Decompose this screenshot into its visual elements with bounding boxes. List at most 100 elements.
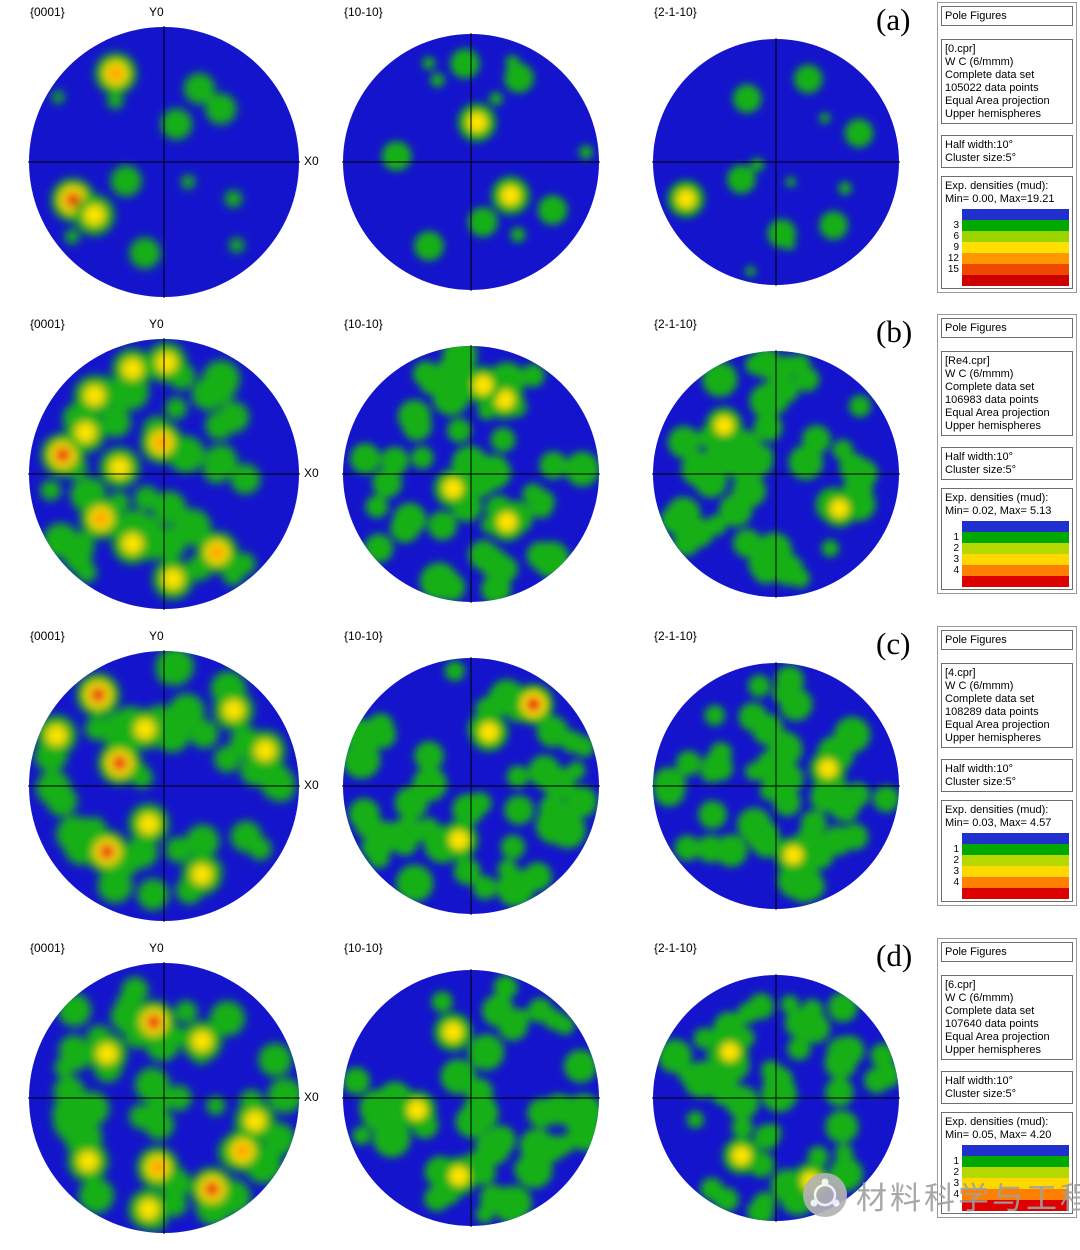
axis-label-y0: Y0 — [149, 941, 164, 955]
info-panel: Pole Figures [6.cpr] W C (6/mmm) Complete d… — [937, 938, 1077, 1218]
pole-figure-title: {2-1-10} — [654, 941, 697, 955]
pole-figure-title: {10-10} — [344, 317, 383, 331]
pole-figure — [342, 969, 600, 1227]
color-scale-row: 1 — [945, 844, 1069, 855]
color-scale-row — [945, 209, 1069, 220]
info-file: [6.cpr] — [945, 979, 976, 991]
pole-figure-title: {2-1-10} — [654, 317, 697, 331]
axis-label-x0: X0 — [304, 154, 319, 168]
info-phase: W C (6/mmm) — [945, 992, 1014, 1004]
pole-figure — [28, 962, 300, 1234]
info-dataset: Complete data set — [945, 693, 1035, 705]
densities-label: Exp. densities (mud): — [945, 804, 1049, 816]
pole-figure-title: {10-10} — [344, 941, 383, 955]
panel-title: Pole Figures — [945, 634, 1007, 646]
subfigure-label: (c) — [876, 626, 911, 661]
scale-tick-label: 4 — [953, 565, 959, 576]
scale-tick-label: 15 — [947, 264, 959, 275]
scale-color-band — [962, 532, 1069, 543]
dataset-info-box: [6.cpr] W C (6/mmm) Complete data set 10764… — [941, 975, 1073, 1060]
pole-figure-plot — [342, 345, 600, 603]
pole-figure — [28, 650, 300, 922]
panel-title-box: Pole Figures — [941, 942, 1073, 962]
info-panel: Pole Figures [4.cpr] W C (6/mmm) Complete d… — [937, 626, 1077, 906]
scale-color-band — [962, 231, 1069, 242]
watermark: 材料科学与工程 — [802, 1172, 1080, 1218]
color-scale-row: 3 — [945, 1178, 1069, 1189]
densities-label: Exp. densities (mud): — [945, 1116, 1049, 1128]
color-scale-row: 4 — [945, 565, 1069, 576]
pole-figure-title: {2-1-10} — [654, 629, 697, 643]
subfigure-label: (b) — [876, 314, 913, 349]
info-dataset: Complete data set — [945, 381, 1035, 393]
pole-figure — [652, 38, 900, 286]
info-panel: Pole Figures [0.cpr] W C (6/mmm) Complete d… — [937, 2, 1077, 293]
scale-color-band — [962, 242, 1069, 253]
watermark-text: 材料科学与工程 — [856, 1180, 1080, 1216]
color-scale-row: 3 — [945, 866, 1069, 877]
pole-figure-plot — [28, 26, 300, 298]
info-phase: W C (6/mmm) — [945, 680, 1014, 692]
scale-color-band — [962, 1167, 1069, 1178]
info-projection: Equal Area projection — [945, 407, 1050, 419]
pole-figure-plot — [342, 33, 600, 291]
color-scale-row — [945, 576, 1069, 587]
color-scale-row: 2 — [945, 855, 1069, 866]
pole-figure-plot — [652, 662, 900, 910]
densities-minmax: Min= 0.05, Max= 4.20 — [945, 1129, 1052, 1141]
panel-title-box: Pole Figures — [941, 318, 1073, 338]
pole-figure — [28, 26, 300, 298]
info-points: 108289 data points — [945, 706, 1039, 718]
axis-label-x0: X0 — [304, 466, 319, 480]
params-box: Half width:10° Cluster size:5° — [941, 447, 1073, 480]
densities-label: Exp. densities (mud): — [945, 180, 1049, 192]
color-scale-row: 3 — [945, 220, 1069, 231]
densities-box: Exp. densities (mud): Min= 0.02, Max= 5.1… — [941, 488, 1073, 590]
figure-row: {0001} {10-10} {2-1-10} Y0 X0 (b) Pole Figures… — [0, 312, 1080, 624]
info-file: [4.cpr] — [945, 667, 976, 679]
info-phase: W C (6/mmm) — [945, 56, 1014, 68]
scale-tick-label: 3 — [953, 866, 959, 877]
densities-label: Exp. densities (mud): — [945, 492, 1049, 504]
densities-minmax: Min= 0.03, Max= 4.57 — [945, 817, 1052, 829]
pole-figure — [342, 345, 600, 603]
pole-figure-title: {10-10} — [344, 5, 383, 19]
scale-color-band — [962, 1189, 1069, 1200]
info-panel: Pole Figures [Re4.cpr] W C (6/mmm) Complete… — [937, 314, 1077, 594]
axis-label-x0: X0 — [304, 778, 319, 792]
color-scale-row — [945, 1200, 1069, 1211]
scale-color-band — [962, 833, 1069, 844]
scale-color-band — [962, 888, 1069, 899]
scale-tick-label: 12 — [947, 253, 959, 264]
info-hemisphere: Upper hemispheres — [945, 420, 1041, 432]
scale-tick-label: 1 — [953, 1156, 959, 1167]
info-hemisphere: Upper hemispheres — [945, 108, 1041, 120]
pole-figure-title: {0001} — [30, 941, 65, 955]
info-hemisphere: Upper hemispheres — [945, 732, 1041, 744]
densities-box: Exp. densities (mud): Min= 0.03, Max= 4.5… — [941, 800, 1073, 902]
pole-figure-title: {0001} — [30, 317, 65, 331]
param-cluster-size: Cluster size:5° — [945, 1088, 1017, 1100]
color-scale-row: 12 — [945, 253, 1069, 264]
scale-tick-label: 6 — [953, 231, 959, 242]
info-projection: Equal Area projection — [945, 95, 1050, 107]
pole-figure-plot — [28, 338, 300, 610]
densities-minmax: Min= 0.00, Max=19.21 — [945, 193, 1055, 205]
pole-figure — [342, 657, 600, 915]
densities-box: Exp. densities (mud): Min= 0.00, Max=19.2… — [941, 176, 1073, 289]
scale-color-band — [962, 866, 1069, 877]
panel-title-box: Pole Figures — [941, 6, 1073, 26]
scale-color-band — [962, 565, 1069, 576]
param-half-width: Half width:10° — [945, 139, 1013, 151]
pole-figure-plot — [342, 657, 600, 915]
panel-title: Pole Figures — [945, 946, 1007, 958]
subfigure-label: (d) — [876, 938, 913, 973]
axis-label-y0: Y0 — [149, 317, 164, 331]
param-half-width: Half width:10° — [945, 1075, 1013, 1087]
pole-figure — [652, 662, 900, 910]
color-scale-row — [945, 275, 1069, 286]
dataset-info-box: [4.cpr] W C (6/mmm) Complete data set 10828… — [941, 663, 1073, 748]
pole-figure — [28, 338, 300, 610]
